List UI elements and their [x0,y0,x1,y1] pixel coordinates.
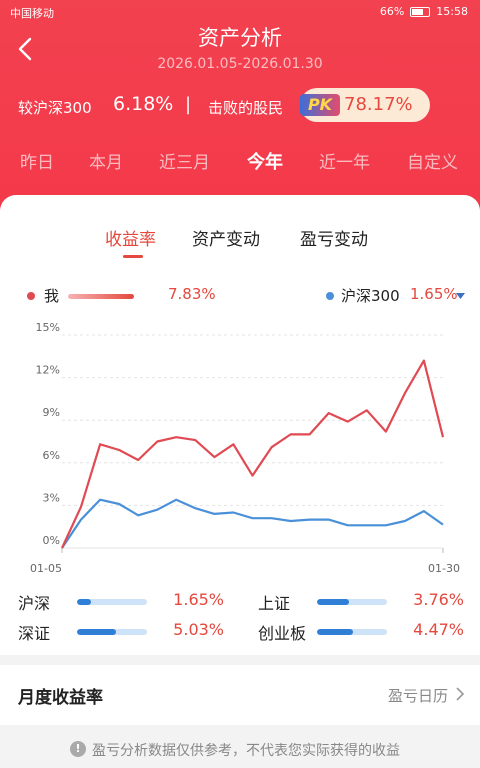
x-tick-label-start: 01-05 [30,562,62,575]
period-tab-custom[interactable]: 自定义 [407,153,458,173]
bench-legend-dot [326,292,334,300]
page-title: 资产分析 [198,26,282,50]
monthly-title: 月度收益率 [18,688,103,708]
disclaimer-bar: ! 盈亏分析数据仅供参考，不代表您实际获得的收益 [0,728,480,768]
pk-pill[interactable]: PK 78.17% [300,88,430,122]
period-tab-one-year[interactable]: 近一年 [319,153,370,173]
index-name-sz: 深证 [18,624,51,643]
x-tick-label-end: 01-30 [428,562,460,575]
info-icon: ! [70,741,86,757]
back-arrow-icon[interactable] [14,36,40,62]
series-line-benchmark [61,498,444,549]
monthly-return-section: 月度收益率 盈亏日历 [0,665,480,725]
me-legend-bar [68,294,134,299]
bench-legend-label: 沪深300 [341,287,400,305]
pk-badge-icon: PK [300,94,340,116]
return-line-chart: 0% 3% 6% 9% 12% 15% 01-05 01-30 [30,321,460,575]
chart-tabs: 收益率 资产变动 盈亏变动 [0,225,480,261]
battery-icon [410,6,431,17]
compare-value: 6.18% [113,93,174,115]
period-tab-three-months[interactable]: 近三月 [159,153,210,173]
bench-legend-value: 1.65% [410,285,458,303]
period-tabs: 昨日 本月 近三月 今年 近一年 自定义 [0,148,480,176]
tab-asset-change[interactable]: 资产变动 [192,230,260,250]
chart-legend: 我 7.83% 沪深300 1.65% [0,285,480,307]
index-row-2: 深证 5.03% 创业板 4.47% [0,620,480,646]
y-tick-label: 3% [43,491,60,504]
pnl-calendar-link[interactable]: 盈亏日历 [387,687,448,705]
me-legend-value: 7.83% [168,285,216,303]
beat-label: 击败的股民 [208,99,284,117]
carrier-text: 中国移动 [10,7,54,20]
content-card: 收益率 资产变动 盈亏变动 我 7.83% 沪深300 1.65% [0,195,480,655]
index-value-hs: 1.65% [173,590,224,609]
index-name-cyb: 创业板 [258,624,307,643]
disclaimer-text: 盈亏分析数据仅供参考，不代表您实际获得的收益 [92,743,400,759]
series-line-me [61,359,445,549]
index-name-hs: 沪深 [18,594,51,613]
y-tick-label: 12% [36,364,60,377]
period-tab-this-year[interactable]: 今年 [247,152,283,173]
y-tick-label: 0% [43,534,60,547]
status-right: 66% 15:58 [380,5,468,18]
period-tab-month[interactable]: 本月 [89,153,123,173]
battery-percent: 66% [379,5,405,18]
active-tab-indicator [123,255,143,258]
compare-row: 较沪深300 6.18% | 击败的股民 PK 78.17% [0,84,480,126]
index-value-cyb: 4.47% [413,620,464,639]
tab-pnl-change[interactable]: 盈亏变动 [300,230,368,250]
me-legend-label: 我 [44,287,60,305]
period-tab-yesterday[interactable]: 昨日 [20,153,54,173]
beat-value: 78.17% [344,94,413,115]
index-name-sh: 上证 [258,594,291,613]
caret-down-icon[interactable] [456,293,465,299]
index-bar-sh [317,599,387,605]
header-background: 中国移动 66% 15:58 资产分析 2026.01.05-2026.01.3… [0,0,480,215]
me-legend-dot [27,292,35,300]
index-bar-sz [77,629,147,635]
index-value-sh: 3.76% [413,590,464,609]
index-bar-cyb [317,629,387,635]
y-tick-label: 6% [43,449,60,462]
clock-text: 15:58 [436,5,468,18]
y-tick-label: 9% [43,406,60,419]
index-bar-hs [77,599,147,605]
y-tick-label: 15% [36,321,60,334]
status-bar: 中国移动 66% 15:58 [0,0,480,24]
index-value-sz: 5.03% [173,620,224,639]
chevron-right-icon[interactable] [454,687,466,701]
compare-label: 较沪深300 [18,99,92,117]
index-row-1: 沪深 1.65% 上证 3.76% [0,590,480,616]
compare-separator: | [185,94,192,115]
tab-return-rate[interactable]: 收益率 [105,230,156,250]
date-range: 2026.01.05-2026.01.30 [157,56,323,72]
